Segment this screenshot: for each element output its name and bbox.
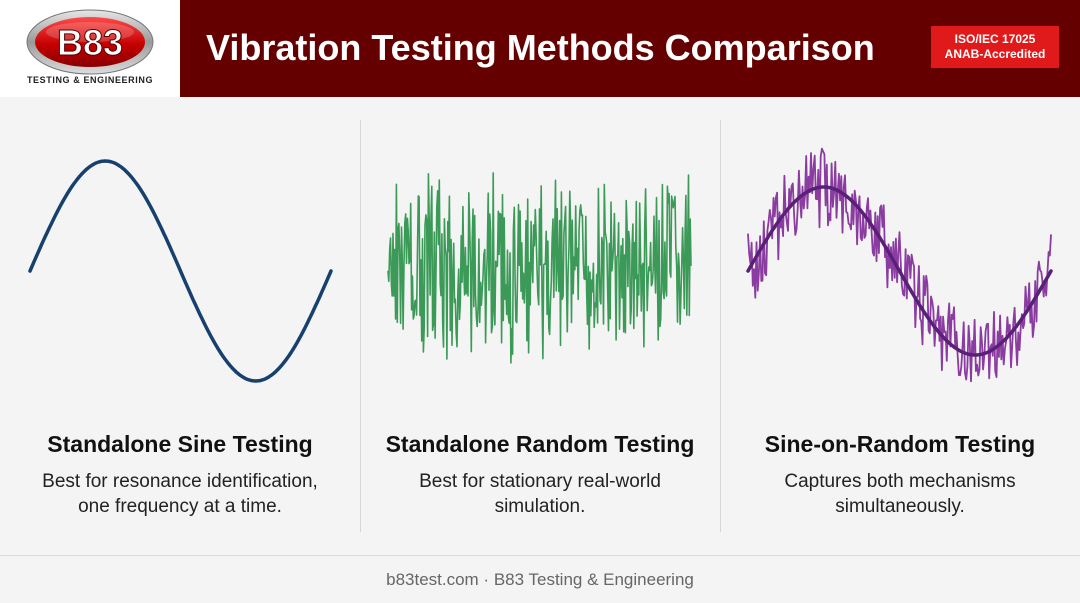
- panel-sine-on-random: Sine-on-Random Testing Captures both mec…: [720, 97, 1080, 555]
- random-noise-line: [387, 172, 692, 364]
- logo-text: B83: [57, 22, 123, 63]
- random-wave-graphic: [387, 172, 692, 364]
- footer-divider: [0, 555, 1080, 556]
- panel-title: Standalone Random Testing: [385, 431, 695, 457]
- badge-line-1: ISO/IEC 17025: [954, 32, 1036, 46]
- panel-description: Best for resonance identification, one f…: [0, 469, 360, 519]
- sine-on-random-wave-graphic: [746, 147, 1053, 383]
- description-line: Best for stationary real-world: [419, 471, 661, 492]
- sine-wave-line: [28, 159, 333, 383]
- panel-description: Captures both mechanisms simultaneously.: [720, 469, 1080, 519]
- column-divider: [360, 120, 361, 532]
- description-line: simultaneously.: [835, 496, 965, 517]
- column-divider: [720, 120, 721, 532]
- badge-line-2: ANAB-Accredited: [944, 47, 1046, 61]
- description-line: Best for resonance identification,: [42, 471, 318, 492]
- description-line: Captures both mechanisms: [784, 471, 1016, 492]
- logo-tagline: TESTING & ENGINEERING: [26, 75, 154, 85]
- panel-sine: Standalone Sine Testing Best for resonan…: [0, 97, 360, 555]
- footer-text: b83test.com · B83 Testing & Engineering: [386, 570, 694, 589]
- header-bar: B83 TESTING & ENGINEERING Vibration Test…: [0, 0, 1080, 97]
- panel-description: Best for stationary real-world simulatio…: [360, 469, 720, 519]
- logo-emblem: B83: [26, 9, 154, 75]
- logo: B83 TESTING & ENGINEERING: [0, 0, 180, 97]
- panel-title: Sine-on-Random Testing: [764, 431, 1036, 457]
- panel-title: Standalone Sine Testing: [47, 431, 313, 457]
- noisy-signal-line: [747, 147, 1052, 383]
- page-title: Vibration Testing Methods Comparison: [206, 27, 875, 68]
- accreditation-badge: ISO/IEC 17025 ANAB-Accredited: [931, 26, 1059, 68]
- description-line: simulation.: [494, 496, 586, 517]
- sine-component-line: [746, 185, 1053, 357]
- sine-wave-graphic: [28, 159, 333, 383]
- panel-random: Standalone Random Testing Best for stati…: [360, 97, 720, 555]
- description-line: one frequency at a time.: [78, 496, 282, 517]
